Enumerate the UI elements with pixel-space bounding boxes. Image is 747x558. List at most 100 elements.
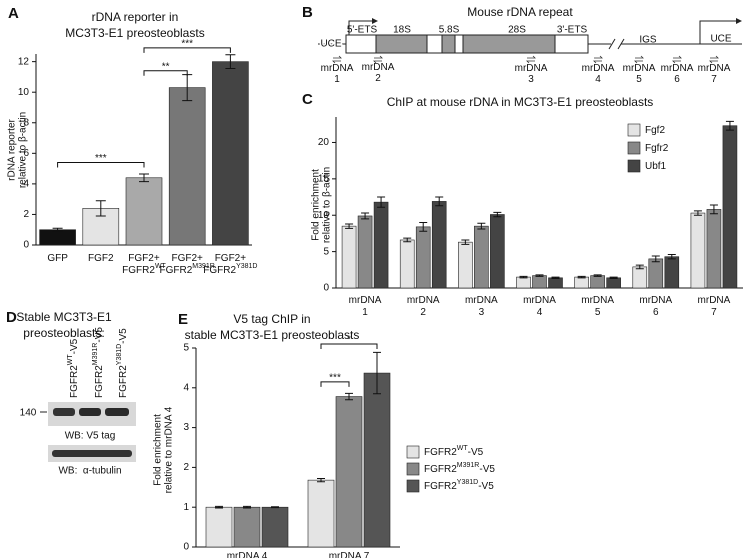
error-bar	[577, 275, 586, 279]
probe-label: mrDNA 1	[321, 63, 354, 85]
5-8s-region	[441, 34, 456, 54]
bar	[458, 241, 473, 289]
error-bar	[95, 200, 106, 217]
bar	[233, 506, 261, 548]
bar	[648, 258, 664, 289]
y-tick-label: 4	[183, 382, 189, 393]
significance-bracket	[320, 381, 350, 387]
promoter-arrow	[699, 20, 736, 44]
bar	[168, 87, 206, 246]
y-axis-label: relative to mrDNA 4	[164, 406, 175, 493]
panel-d: D Stable MC3T3-E1 preosteoblasts: FGFR2W…	[6, 309, 136, 477]
panel-letter: B	[302, 4, 313, 21]
blot-band	[79, 408, 101, 416]
blot-band	[52, 450, 132, 457]
legend-swatch	[627, 159, 641, 173]
bar	[205, 506, 233, 548]
element-label: 5'-ETS	[347, 25, 378, 36]
y-tick-label: 12	[18, 56, 30, 67]
y-tick-label: 20	[318, 137, 330, 148]
bar	[490, 214, 505, 289]
promoter-arrow	[348, 20, 372, 35]
panel-b: B Mouse rDNA repeat UCE 5'-ETS 18S 5.8S …	[302, 4, 742, 54]
significance-label: *	[347, 335, 351, 346]
error-bar	[373, 351, 381, 395]
blot-band	[53, 408, 75, 416]
probe-icon	[593, 55, 603, 64]
18s-region	[375, 34, 428, 54]
error-bar	[52, 227, 63, 232]
bar	[632, 266, 648, 289]
error-bar	[345, 392, 353, 401]
blot-label: WB: α-tubulin	[58, 466, 121, 477]
probe-label: mrDNA 5	[623, 63, 656, 85]
bar	[261, 506, 289, 548]
probe-icon	[332, 55, 342, 64]
bar	[363, 372, 391, 548]
y-tick-label: 1	[183, 502, 189, 513]
x-tick-label: mrDNA 7	[698, 295, 731, 318]
significance-label: ***	[329, 372, 341, 383]
y-tick-label: 5	[323, 246, 329, 257]
element-label: 3'-ETS	[557, 25, 588, 36]
bar	[399, 239, 415, 289]
arrow-head	[372, 18, 378, 24]
element-label: UCE	[710, 34, 731, 45]
28s-region	[462, 34, 556, 54]
diagram-title: Mouse rDNA repeat	[467, 5, 573, 19]
y-tick-label: 3	[183, 422, 189, 433]
y-tick-label: 4	[23, 179, 29, 190]
break-mark	[608, 38, 616, 50]
legend-label: Fgf2	[645, 125, 665, 136]
y-tick-label: 2	[23, 209, 29, 220]
arrow-head	[736, 18, 742, 24]
probe-icon	[672, 55, 682, 64]
legend-label: Ubf1	[645, 161, 667, 172]
legend-swatch	[406, 479, 420, 493]
x-tick-label: mrDNA 3	[465, 295, 498, 318]
x-tick-label: FGF2+FGFR2M391R​	[160, 253, 215, 276]
y-tick-label: 15	[318, 173, 330, 184]
error-bar	[519, 275, 528, 279]
error-bar	[215, 505, 223, 509]
legend-swatch	[627, 141, 641, 155]
significance-label: **	[162, 61, 170, 72]
bar	[212, 61, 249, 246]
bar	[722, 125, 738, 289]
y-axis-label: relative to β-actin	[18, 112, 29, 188]
bar	[548, 277, 563, 289]
bar	[706, 209, 722, 289]
legend-label: FGFR2M391R-V5	[424, 462, 495, 475]
error-bar	[345, 223, 354, 229]
blot-band	[105, 408, 129, 416]
significance-bracket	[320, 343, 378, 350]
bar	[415, 226, 431, 289]
chart-title: rDNA reporter in	[92, 10, 179, 24]
chart-title: stable MC3T3-E1 preosteoblasts	[185, 328, 360, 342]
significance-bracket	[57, 161, 145, 168]
probe-icon	[709, 55, 719, 64]
error-bar	[435, 196, 444, 207]
blot-title: preosteoblasts:	[23, 326, 104, 340]
y-tick-label: 6	[23, 148, 29, 159]
y-axis-label: Fold enrichment	[311, 169, 322, 241]
error-bar	[419, 222, 428, 232]
error-bar	[461, 239, 470, 245]
bar	[690, 212, 706, 289]
legend-swatch	[406, 462, 420, 476]
y-tick-label: 0	[323, 283, 329, 294]
panel-letter: D	[6, 309, 17, 326]
error-bar	[635, 264, 644, 270]
x-tick-label: mrDNA 4	[523, 295, 556, 318]
panel-letter: E	[178, 311, 188, 328]
bar	[532, 275, 547, 289]
y-tick-label: 8	[23, 117, 29, 128]
error-bar	[243, 505, 251, 509]
panel-letter: C	[302, 91, 313, 108]
bar	[307, 479, 335, 548]
element-label: UCE	[320, 39, 341, 50]
x-tick-label: mrDNA 7	[329, 551, 370, 558]
error-bar	[493, 211, 502, 218]
y-tick-label: 0	[23, 240, 29, 251]
bar	[335, 396, 363, 548]
